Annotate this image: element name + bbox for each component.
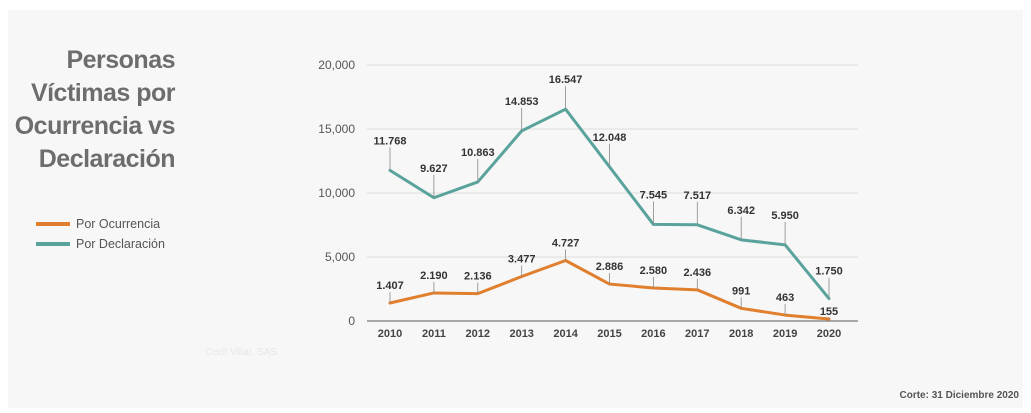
- data-label: 6.342: [727, 205, 755, 217]
- data-label: 16.547: [549, 74, 583, 86]
- data-label: 9.627: [420, 163, 448, 175]
- x-tick-label: 2020: [817, 328, 841, 340]
- data-label: 2.136: [464, 271, 492, 283]
- x-tick-label: 2016: [641, 328, 665, 340]
- data-label: 2.580: [640, 265, 668, 277]
- x-tick-label: 2014: [553, 328, 578, 340]
- title-line: Declaración: [38, 145, 176, 173]
- watermark: Cecil Villar, SAS: [205, 347, 278, 358]
- legend-item-ocurrencia: Por Ocurrencia: [36, 214, 165, 234]
- y-tick-label: 20,000: [318, 58, 355, 72]
- data-label: 5.950: [771, 210, 799, 222]
- x-tick-label: 2013: [509, 328, 533, 340]
- data-label: 11.768: [373, 135, 406, 147]
- title-line: Personas: [66, 46, 175, 74]
- x-tick-label: 2019: [773, 328, 797, 340]
- data-label: 1.750: [815, 266, 843, 278]
- x-tick-label: 2015: [597, 328, 621, 340]
- legend-item-declaracion: Por Declaración: [36, 234, 165, 254]
- data-label: 1.407: [376, 280, 404, 292]
- data-label: 463: [776, 292, 794, 304]
- data-label: 7.517: [684, 190, 712, 202]
- y-tick-label: 0: [348, 314, 355, 328]
- data-label: 2.436: [684, 267, 712, 279]
- data-label: 12.048: [593, 132, 627, 144]
- y-tick-label: 10,000: [318, 186, 355, 200]
- legend-swatch: [36, 242, 70, 246]
- data-label: 155: [820, 306, 838, 318]
- title-line: Ocurrencia vs: [14, 112, 176, 140]
- data-label: 10.863: [461, 147, 495, 159]
- data-label: 2.886: [596, 261, 624, 273]
- data-label: 14.853: [505, 96, 539, 108]
- footnote: Corte: 31 Diciembre 2020: [899, 390, 1019, 401]
- chart-panel: [8, 10, 1023, 408]
- x-tick-label: 2018: [729, 328, 753, 340]
- data-label: 7.545: [640, 189, 668, 201]
- y-tick-label: 15,000: [318, 122, 355, 136]
- data-label: 2.190: [420, 270, 448, 282]
- title-line: Víctimas por: [30, 79, 176, 107]
- y-tick-label: 5,000: [325, 250, 355, 264]
- data-label: 991: [732, 285, 750, 297]
- x-tick-label: 2012: [466, 328, 490, 340]
- x-tick-label: 2017: [685, 328, 709, 340]
- x-tick-label: 2011: [422, 328, 446, 340]
- chart-title: Personas Víctimas por Ocurrencia vs Decl…: [10, 44, 176, 176]
- legend-label: Por Declaración: [76, 237, 165, 251]
- data-label: 3.477: [508, 253, 536, 265]
- chart-legend: Por Ocurrencia Por Declaración: [36, 214, 165, 254]
- legend-label: Por Ocurrencia: [76, 217, 161, 231]
- legend-swatch: [36, 222, 70, 226]
- data-label: 4.727: [552, 237, 580, 249]
- x-tick-label: 2010: [378, 328, 402, 340]
